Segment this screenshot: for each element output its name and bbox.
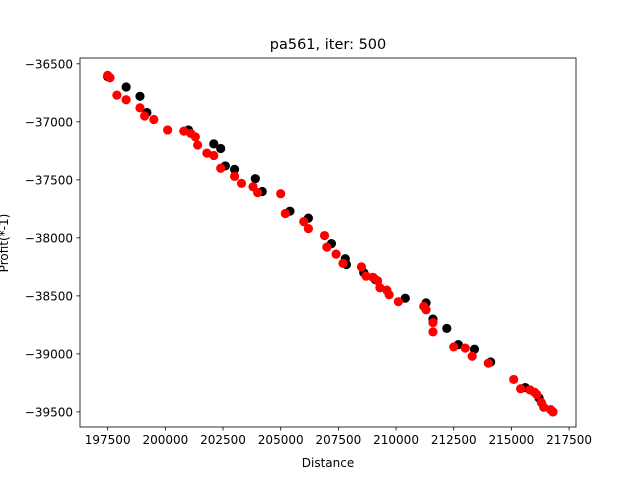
data-point bbox=[139, 111, 150, 121]
data-point bbox=[299, 217, 309, 227]
data-point bbox=[548, 407, 558, 417]
y-tick-label: −39000 bbox=[25, 347, 73, 361]
data-point bbox=[229, 164, 240, 174]
data-point bbox=[373, 276, 383, 286]
x-tick-label: 212500 bbox=[431, 433, 477, 447]
data-point bbox=[516, 384, 526, 394]
data-point bbox=[303, 223, 313, 234]
data-point bbox=[428, 317, 438, 328]
x-tick-label: 197500 bbox=[85, 433, 131, 447]
data-point bbox=[280, 208, 290, 219]
data-point bbox=[539, 402, 549, 412]
y-axis-title: Profit(*-1) bbox=[0, 214, 11, 273]
data-point bbox=[202, 148, 212, 158]
data-point bbox=[229, 171, 240, 181]
data-point bbox=[209, 139, 219, 149]
data-point bbox=[532, 389, 542, 400]
chart-title: pa561, iter: 500 bbox=[270, 37, 387, 53]
data-point bbox=[428, 327, 438, 337]
x-axis-title: Distance bbox=[302, 456, 354, 470]
y-tick-label: −36500 bbox=[25, 57, 73, 71]
x-tick-label: 202500 bbox=[200, 433, 246, 447]
y-tick-label: −38000 bbox=[25, 231, 73, 245]
data-point bbox=[338, 258, 348, 268]
axes-layer: 197500 200000 202500 205000 207500 210000 2125… bbox=[25, 57, 592, 447]
data-point bbox=[322, 242, 332, 252]
data-point bbox=[193, 140, 203, 150]
data-point bbox=[135, 91, 145, 101]
data-point bbox=[509, 374, 519, 385]
y-tick-label: −39500 bbox=[25, 405, 73, 419]
data-point bbox=[361, 271, 371, 281]
x-tick-label: 210000 bbox=[373, 433, 419, 447]
data-point bbox=[253, 188, 263, 198]
x-tick-label: 217500 bbox=[546, 433, 592, 447]
data-point bbox=[276, 189, 286, 199]
data-point bbox=[331, 249, 341, 259]
data-point bbox=[449, 342, 459, 352]
data-point bbox=[209, 150, 219, 161]
data-point bbox=[236, 178, 247, 188]
data-point bbox=[190, 132, 200, 142]
data-point bbox=[483, 358, 493, 368]
data-point bbox=[356, 262, 367, 272]
data-point bbox=[163, 125, 173, 135]
data-point bbox=[135, 103, 145, 113]
data-point bbox=[400, 293, 410, 303]
data-point bbox=[105, 73, 115, 83]
y-tick-label: −38500 bbox=[25, 289, 73, 303]
data-point bbox=[121, 82, 131, 92]
data-point bbox=[460, 343, 470, 353]
x-tick-label: 200000 bbox=[142, 433, 188, 447]
data-point bbox=[384, 290, 394, 300]
data-point bbox=[319, 230, 330, 241]
points-layer bbox=[103, 70, 558, 417]
data-point bbox=[375, 283, 385, 293]
data-point bbox=[121, 95, 131, 105]
data-point bbox=[467, 351, 477, 361]
data-point bbox=[469, 344, 480, 354]
x-tick-label: 205000 bbox=[258, 433, 304, 447]
data-point bbox=[149, 114, 159, 125]
data-point bbox=[393, 297, 403, 307]
y-tick-label: −37000 bbox=[25, 115, 73, 129]
data-point bbox=[421, 305, 431, 315]
x-tick-label: 215000 bbox=[488, 433, 534, 447]
x-tick-label: 207500 bbox=[315, 433, 361, 447]
data-point bbox=[216, 143, 226, 154]
data-point bbox=[216, 163, 226, 173]
plot-frame bbox=[79, 57, 577, 428]
y-tick-label: −37500 bbox=[25, 173, 73, 187]
data-point bbox=[250, 174, 260, 184]
data-point bbox=[112, 90, 122, 100]
data-point bbox=[179, 126, 189, 136]
data-point bbox=[442, 323, 452, 333]
